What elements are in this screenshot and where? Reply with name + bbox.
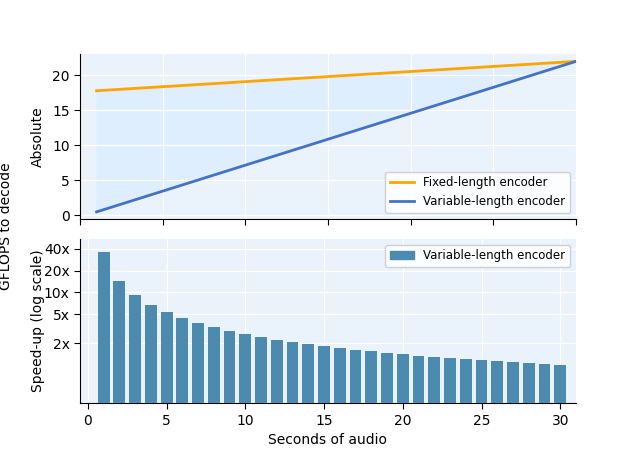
- Bar: [507, 362, 519, 453]
- Bar: [208, 328, 220, 453]
- Fixed-length encoder: [378, 71, 386, 76]
- Variable-length encoder: [93, 209, 100, 215]
- Fixed-length encoder: [497, 63, 504, 69]
- Bar: [287, 342, 298, 453]
- Line: Fixed-length encoder: Fixed-length encoder: [97, 61, 576, 91]
- Bar: [224, 331, 236, 453]
- Fixed-length encoder: [527, 62, 535, 67]
- Bar: [428, 357, 440, 453]
- Bar: [365, 352, 377, 453]
- Bar: [523, 363, 534, 453]
- X-axis label: Seconds of audio: Seconds of audio: [269, 433, 387, 447]
- Bar: [539, 364, 550, 453]
- Bar: [303, 344, 314, 453]
- Variable-length encoder: [376, 120, 384, 125]
- Fixed-length encoder: [94, 88, 102, 93]
- Line: Variable-length encoder: Variable-length encoder: [97, 61, 576, 212]
- Bar: [349, 350, 362, 453]
- Bar: [492, 361, 503, 453]
- Bar: [129, 295, 141, 453]
- Fixed-length encoder: [386, 70, 394, 76]
- Variable-length encoder: [527, 73, 535, 78]
- Bar: [413, 356, 424, 453]
- Bar: [239, 334, 252, 453]
- Bar: [444, 358, 456, 453]
- Bar: [177, 318, 188, 453]
- Bar: [460, 359, 472, 453]
- Text: GFLOPS to decode: GFLOPS to decode: [0, 163, 13, 290]
- Fixed-length encoder: [93, 88, 100, 93]
- Bar: [271, 340, 283, 453]
- Fixed-length encoder: [572, 58, 580, 64]
- Bar: [161, 313, 173, 453]
- Bar: [192, 323, 204, 453]
- Legend: Variable-length encoder: Variable-length encoder: [385, 245, 570, 267]
- Bar: [397, 354, 409, 453]
- Variable-length encoder: [572, 58, 580, 64]
- Bar: [334, 348, 346, 453]
- Bar: [318, 346, 330, 453]
- Variable-length encoder: [94, 209, 102, 214]
- Y-axis label: Absolute: Absolute: [31, 106, 45, 167]
- Variable-length encoder: [386, 117, 394, 122]
- Variable-length encoder: [497, 82, 504, 88]
- Legend: Fixed-length encoder, Variable-length encoder: Fixed-length encoder, Variable-length en…: [385, 172, 570, 213]
- Bar: [113, 281, 125, 453]
- Fixed-length encoder: [376, 71, 384, 76]
- Variable-length encoder: [378, 120, 386, 125]
- Bar: [145, 305, 157, 453]
- Bar: [476, 361, 488, 453]
- Bar: [554, 365, 566, 453]
- Bar: [98, 252, 109, 453]
- Bar: [255, 337, 267, 453]
- Bar: [381, 353, 393, 453]
- Y-axis label: Speed-up (log scale): Speed-up (log scale): [31, 250, 45, 392]
